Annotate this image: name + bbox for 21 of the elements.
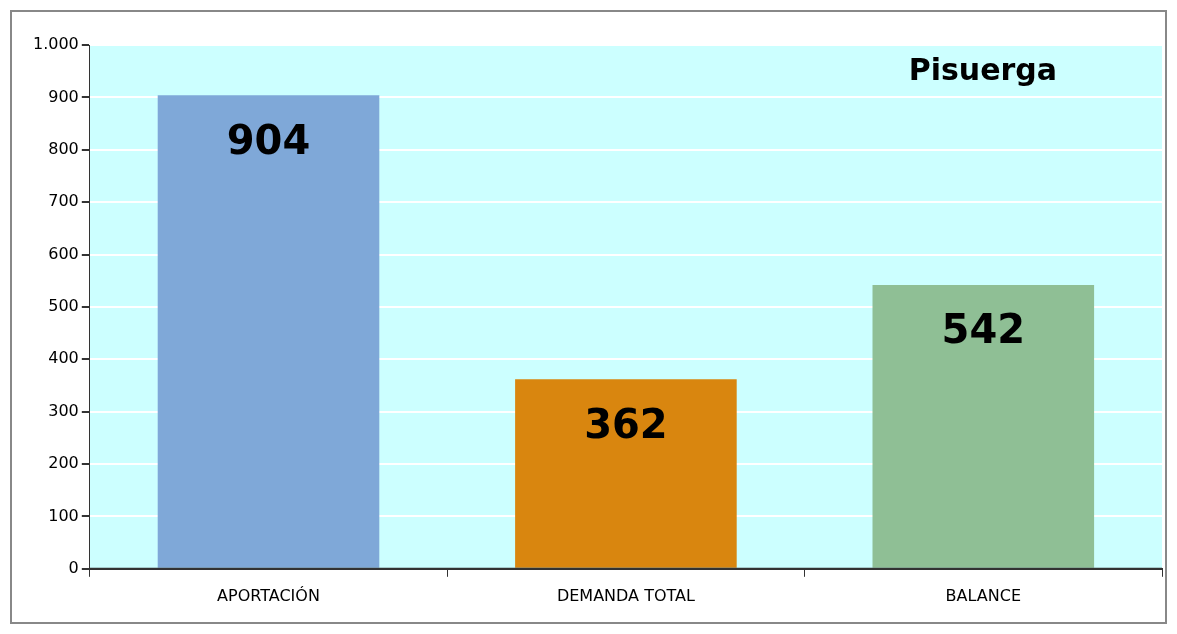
y-tick-label: 400: [48, 348, 79, 368]
x-tick-label: BALANCE: [945, 585, 1021, 605]
bar: [872, 284, 1095, 568]
y-tick-label: 1.000: [32, 34, 79, 54]
y-tick-label: 300: [48, 400, 79, 420]
y-tick-label: 500: [48, 296, 79, 316]
y-tick-label: 600: [48, 243, 79, 263]
chart-title: Pisuerga: [908, 51, 1057, 87]
data-label: 542: [941, 306, 1026, 353]
y-tick-label: 100: [48, 505, 79, 525]
bar: [515, 379, 737, 568]
y-tick-label: 200: [48, 453, 79, 473]
y-tick-label: 0: [68, 557, 79, 577]
x-tick-label: APORTACIÓN: [217, 585, 320, 605]
data-label: 362: [584, 400, 668, 447]
y-tick-label: 900: [48, 86, 79, 106]
y-tick-label: 800: [48, 138, 79, 158]
bar: [157, 95, 380, 568]
x-tick-label: DEMANDA TOTAL: [556, 585, 695, 605]
y-tick-label: 700: [48, 191, 79, 211]
data-label: 904: [226, 116, 311, 163]
